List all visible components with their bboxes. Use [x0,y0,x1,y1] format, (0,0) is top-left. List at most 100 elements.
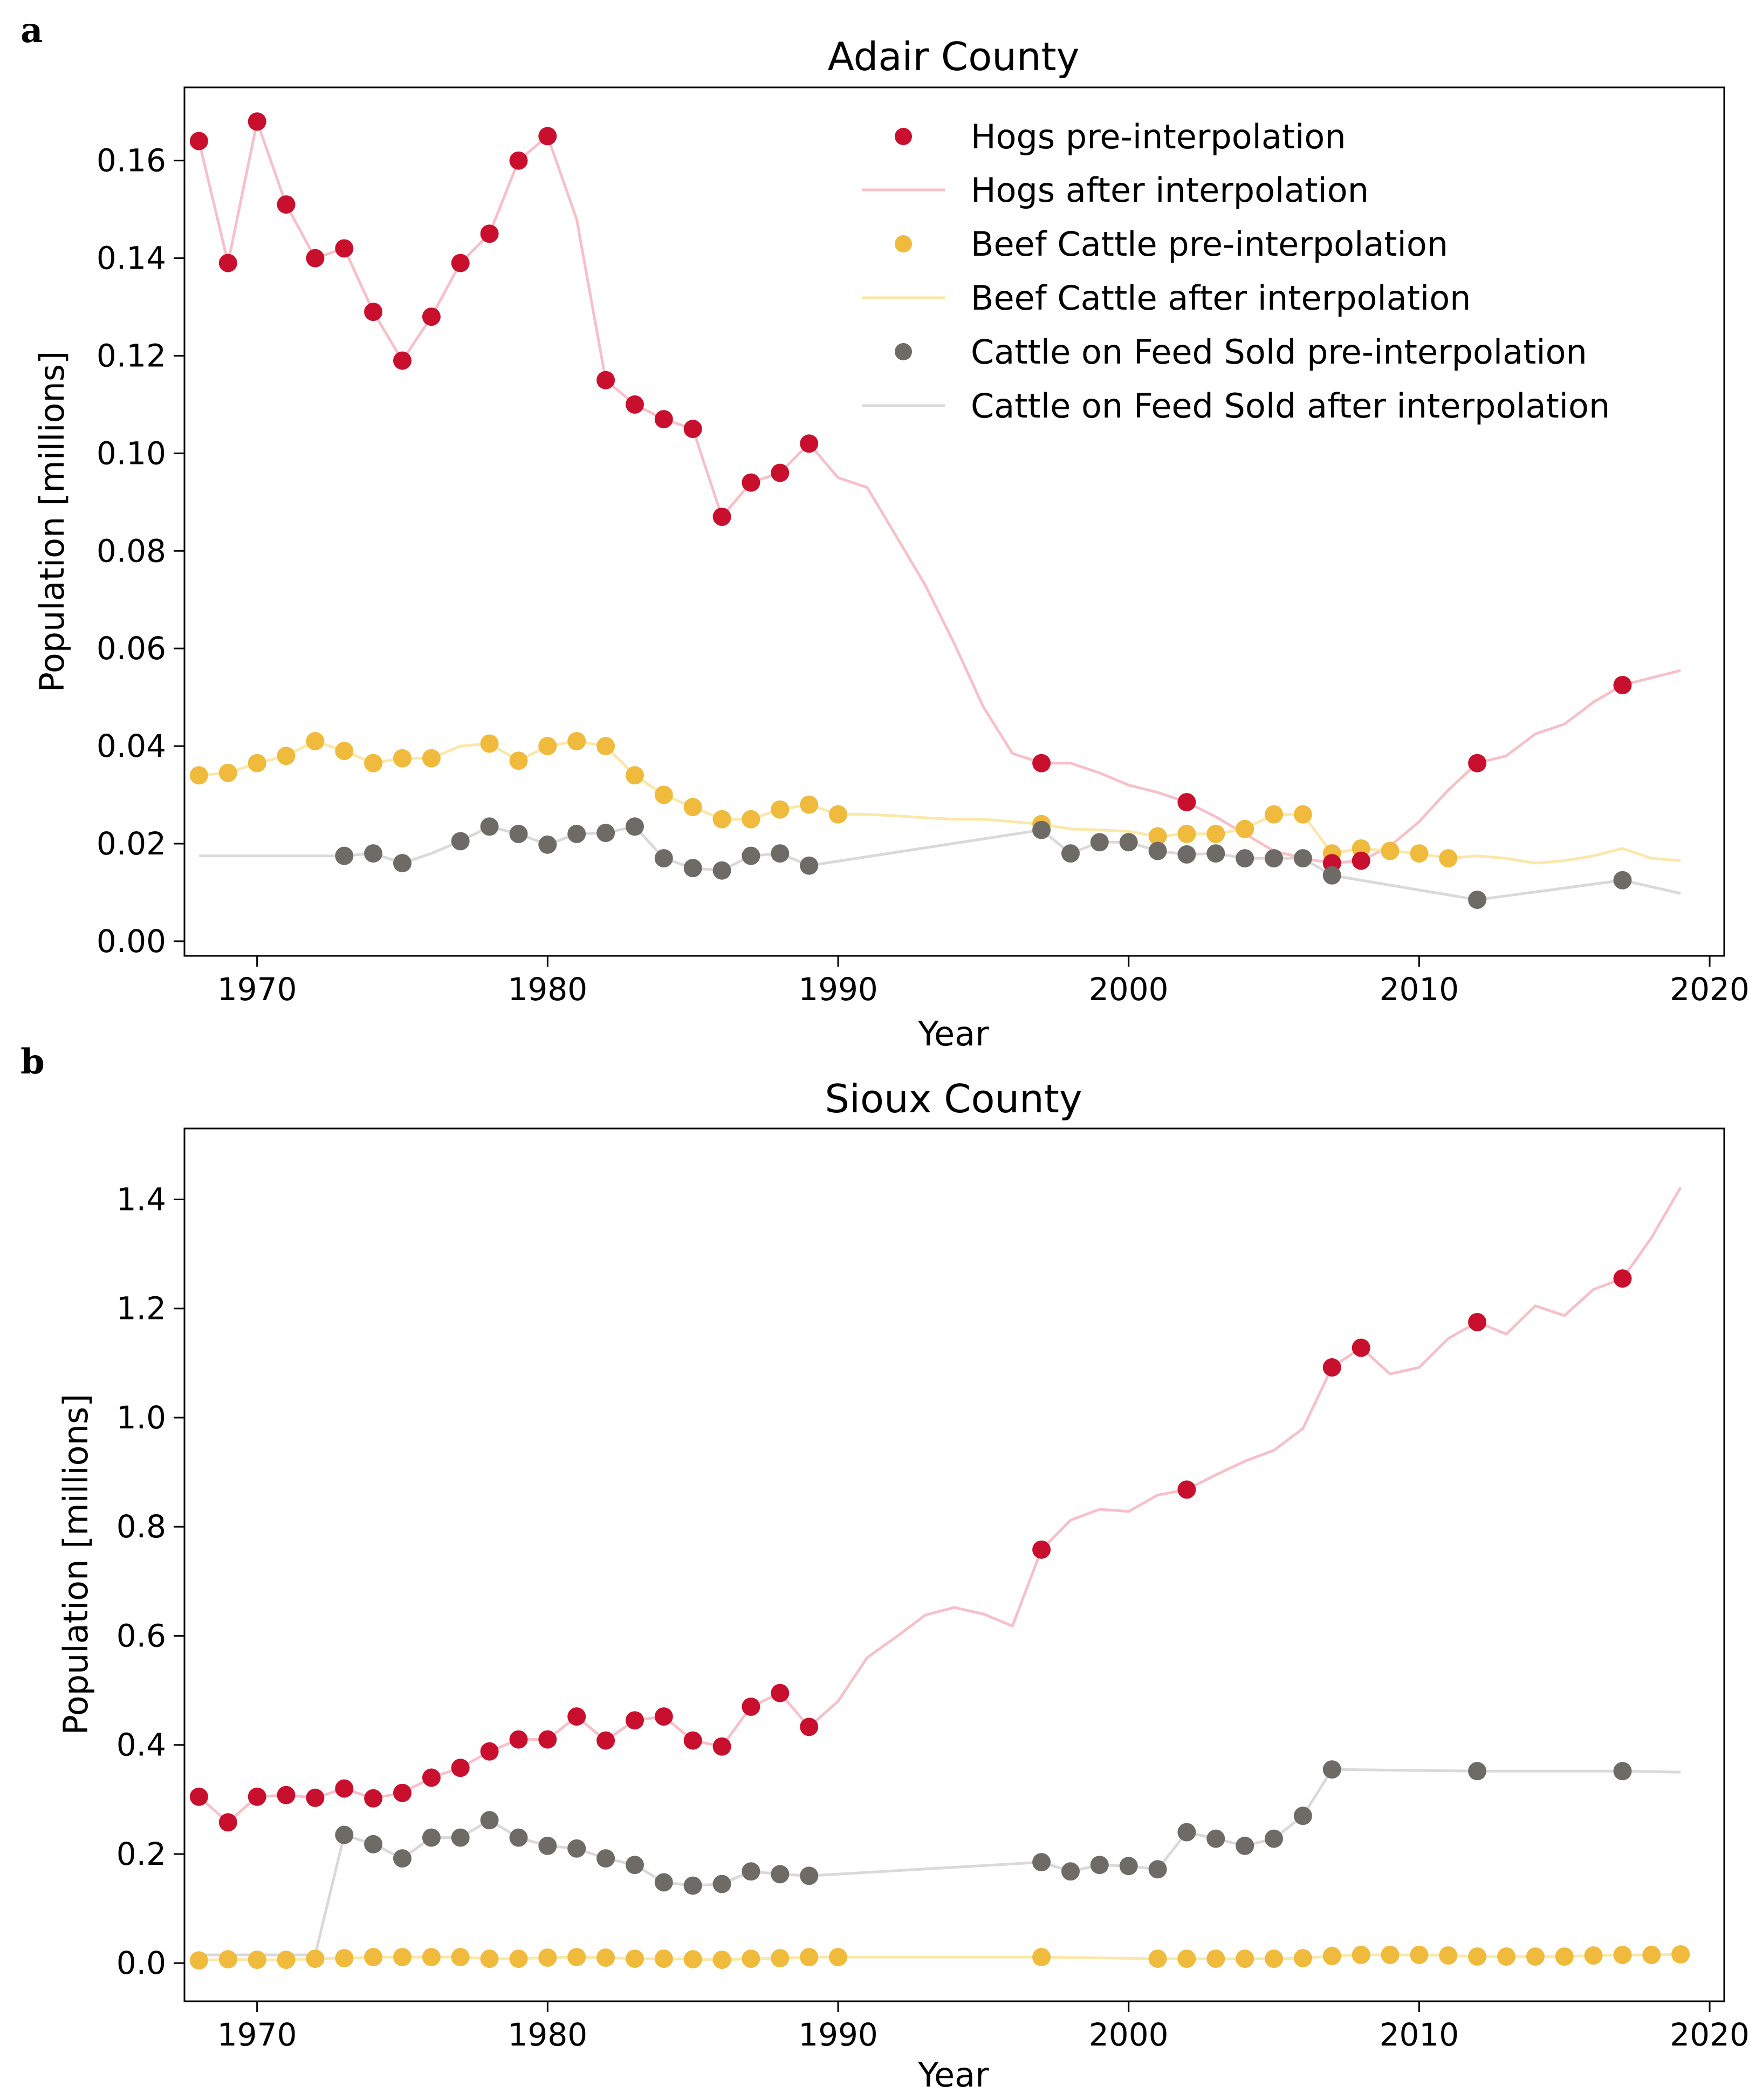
panel-b-beef-cattle-point-1979 [509,1949,528,1968]
panel-b-ytick-label-7: 1.4 [116,1181,166,1217]
panel-b-y-axis: 0.0 0.2 0.4 0.6 0.8 1.0 1.2 1.4 [116,1181,184,1981]
panel-b-beef-cattle-interpolated-line [198,1953,1681,1962]
panel-a-cattle-on-feed-point-1975 [393,854,411,873]
panel-a-y-axis: 0.00 0.02 0.04 0.06 0.08 0.10 0.12 0.14 0.16 [97,142,184,960]
panel-b-hogs-point-1985 [683,1731,702,1750]
panel-a-ylabel: Population [millions] [32,351,72,693]
panel-b-xtick-label-1970: 1970 [217,2016,297,2053]
panel-b-beef-cattle-point-1976 [422,1948,441,1967]
panel-b-cattle-on-feed-point-1986 [712,1875,731,1893]
panel-a-hogs-point-1988 [771,463,790,482]
panel-b-beef-cattle-point-1988 [771,1949,790,1968]
panel-a-plot-frame [183,86,1725,957]
panel-b-beef-cattle-point-2001 [1148,1949,1167,1968]
panel-a-hogs-point-1997 [1032,754,1051,772]
panel-a-xtick-label-2020: 2020 [1670,971,1749,1008]
panel-b-beef-cattle-point-2002 [1177,1949,1196,1968]
panel-a-hogs-point-1972 [306,249,325,268]
panel-b-hogs-point-1978 [480,1742,499,1761]
panel-b-title: Sioux County [825,1076,1082,1121]
panel-a-hogs-point-1980 [538,127,557,146]
legend-hogs-after-label: Hogs after interpolation [971,170,1369,210]
panel-a-hogs-point-2008 [1352,851,1370,870]
panel-a-ytick-label-5: 0.10 [97,435,166,471]
panel-a-cattle-on-feed-point-2003 [1206,844,1225,863]
panel-a-cattle-on-feed-interpolated-line [198,825,1681,901]
panel-a-cattle-on-feed-point-2017 [1613,871,1632,890]
panel-a-cattle-on-feed-point-2005 [1265,849,1283,868]
panel-b-cattle-on-feed-point-1997 [1032,1853,1051,1872]
panel-b-beef-cattle-point-1990 [829,1948,847,1967]
panel-b-beef-cattle-point-2005 [1265,1949,1283,1968]
panel-a-cattle-on-feed-point-1978 [480,817,499,836]
panel-b-xlabel: Year [917,2055,989,2095]
legend-beef-after-label: Beef Cattle after interpolation [971,278,1471,318]
panel-b-ytick-label-6: 1.2 [116,1290,166,1327]
panel-b-hogs-point-1997 [1032,1540,1051,1559]
panel-b-beef-cattle-point-2006 [1293,1949,1312,1968]
panel-b-hogs-point-1972 [306,1788,325,1807]
panel-a-title: Adair County [828,34,1080,79]
panel-b-hogs-point-1968 [189,1787,208,1806]
panel-a-hogs-point-1983 [626,395,644,414]
panel-a-beef-cattle-point-2002 [1177,824,1196,843]
panel-b-hogs-point-1976 [422,1768,441,1787]
panel-b-hogs-point-1989 [800,1718,819,1736]
panel-b-cattle-on-feed-point-1989 [800,1866,819,1885]
panel-a-hogs-point-1968 [189,132,208,151]
panel-b-cattle-on-feed-point-1975 [393,1849,411,1868]
panel-a-cattle-on-feed-point-1989 [800,856,819,875]
panel-b-cattle-on-feed-point-2006 [1293,1807,1312,1825]
panel-b-hogs-point-2007 [1322,1358,1341,1377]
panel-b-letter: b [20,1042,45,1082]
panel-a-ytick-label-3: 0.06 [97,630,166,667]
panel-b-beef-cattle-point-1989 [800,1948,819,1967]
panel-b-ytick-label-1: 0.2 [116,1836,166,1872]
panel-a-ytick-label-0: 0.00 [97,923,166,960]
panel-a-beef-cattle-point-1978 [480,734,499,753]
panel-a-xtick-label-2010: 2010 [1380,971,1459,1008]
panel-a-beef-cattle-point-2006 [1293,805,1312,824]
panel-b-xtick-label-1990: 1990 [798,2016,878,2053]
panel-a-hogs-point-1978 [480,224,499,243]
panel-b-beef-cattle-point-2003 [1206,1949,1225,1968]
panel-b-beef-cattle-point-1977 [451,1948,470,1967]
panel-a-cattle-on-feed-point-1997 [1032,820,1051,839]
panel-a-beef-cattle-point-1979 [509,751,528,770]
panel-b-beef-cattle-point-1981 [567,1948,586,1967]
panel-b-cattle-on-feed-point-1976 [422,1828,441,1847]
panel-b-ytick-label-4: 0.8 [116,1508,166,1545]
panel-a-hogs-point-2002 [1177,793,1196,812]
panel-a-beef-cattle-point-1968 [189,766,208,785]
panel-b-cattle-on-feed-point-2000 [1119,1857,1138,1876]
panel-b-hogs-point-1975 [393,1783,411,1802]
panel-a-beef-cattle-point-1973 [335,742,354,761]
panel-b-x-axis: 1970 1980 1990 2000 2010 2020 [217,2001,1749,2053]
panel-a-cattle-on-feed-point-1999 [1090,833,1109,852]
panel-a-ytick-label-7: 0.14 [97,240,166,277]
panel-b-cattle-on-feed-point-1998 [1061,1862,1080,1881]
panel-a-cattle-on-feed-point-2007 [1322,866,1341,885]
panel-a-beef-cattle-point-1971 [277,747,296,765]
panel-a-hogs-point-1975 [393,351,411,370]
panel-b-cattle-on-feed-point-1977 [451,1828,470,1847]
panel-b-hogs-point-1981 [567,1707,586,1726]
panel-a-cattle-on-feed-point-1980 [538,835,557,854]
panel-b-beef-cattle-point-2010 [1410,1946,1429,1964]
panel-b-beef-cattle-point-2016 [1584,1946,1603,1965]
legend-hogs-pre-marker [895,128,912,145]
panel-b-hogs-point-1971 [277,1786,296,1804]
panel-a-beef-cattle-point-1969 [218,763,237,782]
legend-cof-pre-label: Cattle on Feed Sold pre-interpolation [971,332,1587,372]
panel-b-beef-cattle-point-1970 [248,1951,266,1969]
panel-b-hogs-point-1982 [596,1731,615,1750]
panel-a-beef-cattle-point-1989 [800,795,819,814]
panel-a-hogs-point-1982 [596,371,615,389]
panel-a-hogs-point-1985 [683,420,702,439]
panel-b-beef-cattle-point-1980 [538,1948,557,1967]
panel-a-cattle-on-feed-point-1998 [1061,844,1080,863]
panel-a-cattle-on-feed-point-1979 [509,824,528,843]
panel-b-hogs-point-1969 [218,1813,237,1832]
panel-b-hogs-point-1977 [451,1759,470,1777]
panel-b-points [189,1269,1690,1970]
